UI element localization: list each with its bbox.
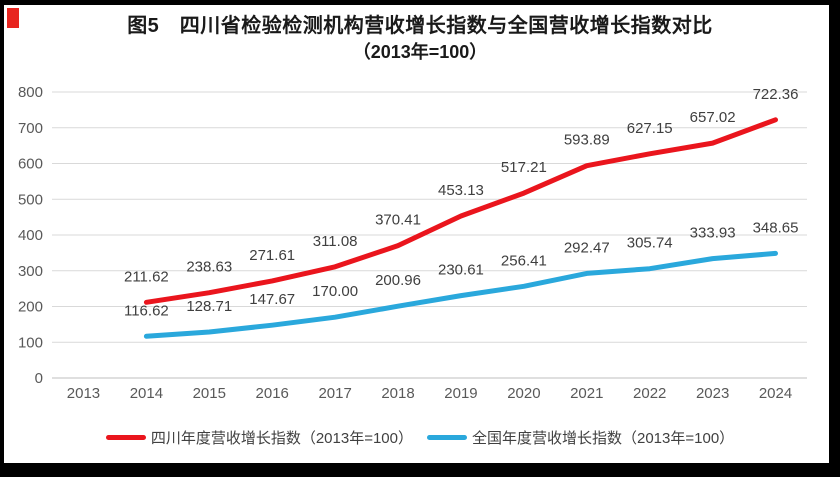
legend-item-sichuan: 四川年度营收增长指数（2013年=100）	[105, 427, 413, 448]
y-tick-label: 600	[18, 156, 43, 173]
x-tick-label: 2015	[193, 385, 226, 402]
data-label-national: 128.71	[186, 298, 232, 315]
data-label-sichuan: 370.41	[375, 212, 421, 229]
data-label-sichuan: 311.08	[313, 233, 358, 250]
series-line-national	[143, 250, 778, 339]
y-tick-label: 100	[18, 334, 43, 351]
data-label-national: 292.47	[564, 239, 610, 256]
data-label-sichuan: 657.02	[690, 109, 736, 126]
legend-line-swatch-national	[427, 434, 467, 440]
legend-item-national: 全国年度营收增长指数（2013年=100）	[427, 427, 734, 448]
y-tick-label: 700	[18, 120, 43, 137]
y-tick-label: 400	[18, 227, 43, 244]
data-label-sichuan: 211.62	[124, 268, 169, 285]
data-label-sichuan: 271.61	[249, 247, 295, 264]
series-line-sichuan	[143, 117, 778, 305]
data-label-sichuan: 238.63	[186, 259, 232, 276]
y-tick-label: 200	[18, 299, 43, 316]
data-label-national: 348.65	[753, 219, 799, 236]
x-tick-label: 2016	[256, 385, 289, 402]
chart-legend: 四川年度营收增长指数（2013年=100） 全国年度营收增长指数（2013年=10…	[0, 427, 840, 448]
data-label-sichuan: 627.15	[627, 120, 673, 137]
data-label-national: 116.62	[124, 302, 169, 319]
y-tick-label: 500	[18, 191, 43, 208]
data-label-sichuan: 453.13	[438, 182, 484, 199]
red-corner-marker	[7, 8, 19, 28]
data-label-national: 230.61	[438, 262, 484, 279]
x-tick-label: 2013	[67, 385, 100, 402]
x-tick-label: 2021	[570, 385, 603, 402]
x-tick-label: 2017	[318, 385, 351, 402]
chart-title: 图5 四川省检验检测机构营收增长指数与全国营收增长指数对比 （2013年=100…	[0, 13, 840, 64]
y-tick-label: 0	[35, 370, 43, 387]
chart-title-line1: 图5 四川省检验检测机构营收增长指数与全国营收增长指数对比	[127, 15, 713, 37]
data-label-national: 256.41	[501, 252, 547, 269]
data-label-national: 333.93	[690, 225, 736, 242]
y-tick-label: 300	[18, 263, 43, 280]
x-tick-label: 2024	[759, 385, 792, 402]
chart-title-line2: （2013年=100）	[352, 42, 488, 62]
x-tick-label: 2014	[130, 385, 163, 402]
x-tick-label: 2022	[633, 385, 666, 402]
x-tick-label: 2023	[696, 385, 729, 402]
data-label-national: 147.67	[249, 291, 295, 308]
x-tick-label: 2020	[507, 385, 540, 402]
data-label-sichuan: 593.89	[564, 132, 610, 149]
data-label-sichuan: 517.21	[501, 159, 547, 176]
data-label-national: 170.00	[312, 283, 358, 300]
legend-label-sichuan: 四川年度营收增长指数（2013年=100）	[150, 429, 413, 447]
legend-label-national: 全国年度营收增长指数（2013年=100）	[472, 429, 735, 447]
data-label-national: 305.74	[627, 235, 673, 252]
data-label-sichuan: 722.36	[753, 86, 799, 103]
data-label-national: 200.96	[375, 272, 421, 289]
y-tick-label: 800	[18, 84, 43, 101]
legend-line-swatch-sichuan	[105, 434, 146, 440]
x-tick-label: 2019	[444, 385, 477, 402]
x-tick-label: 2018	[381, 385, 414, 402]
